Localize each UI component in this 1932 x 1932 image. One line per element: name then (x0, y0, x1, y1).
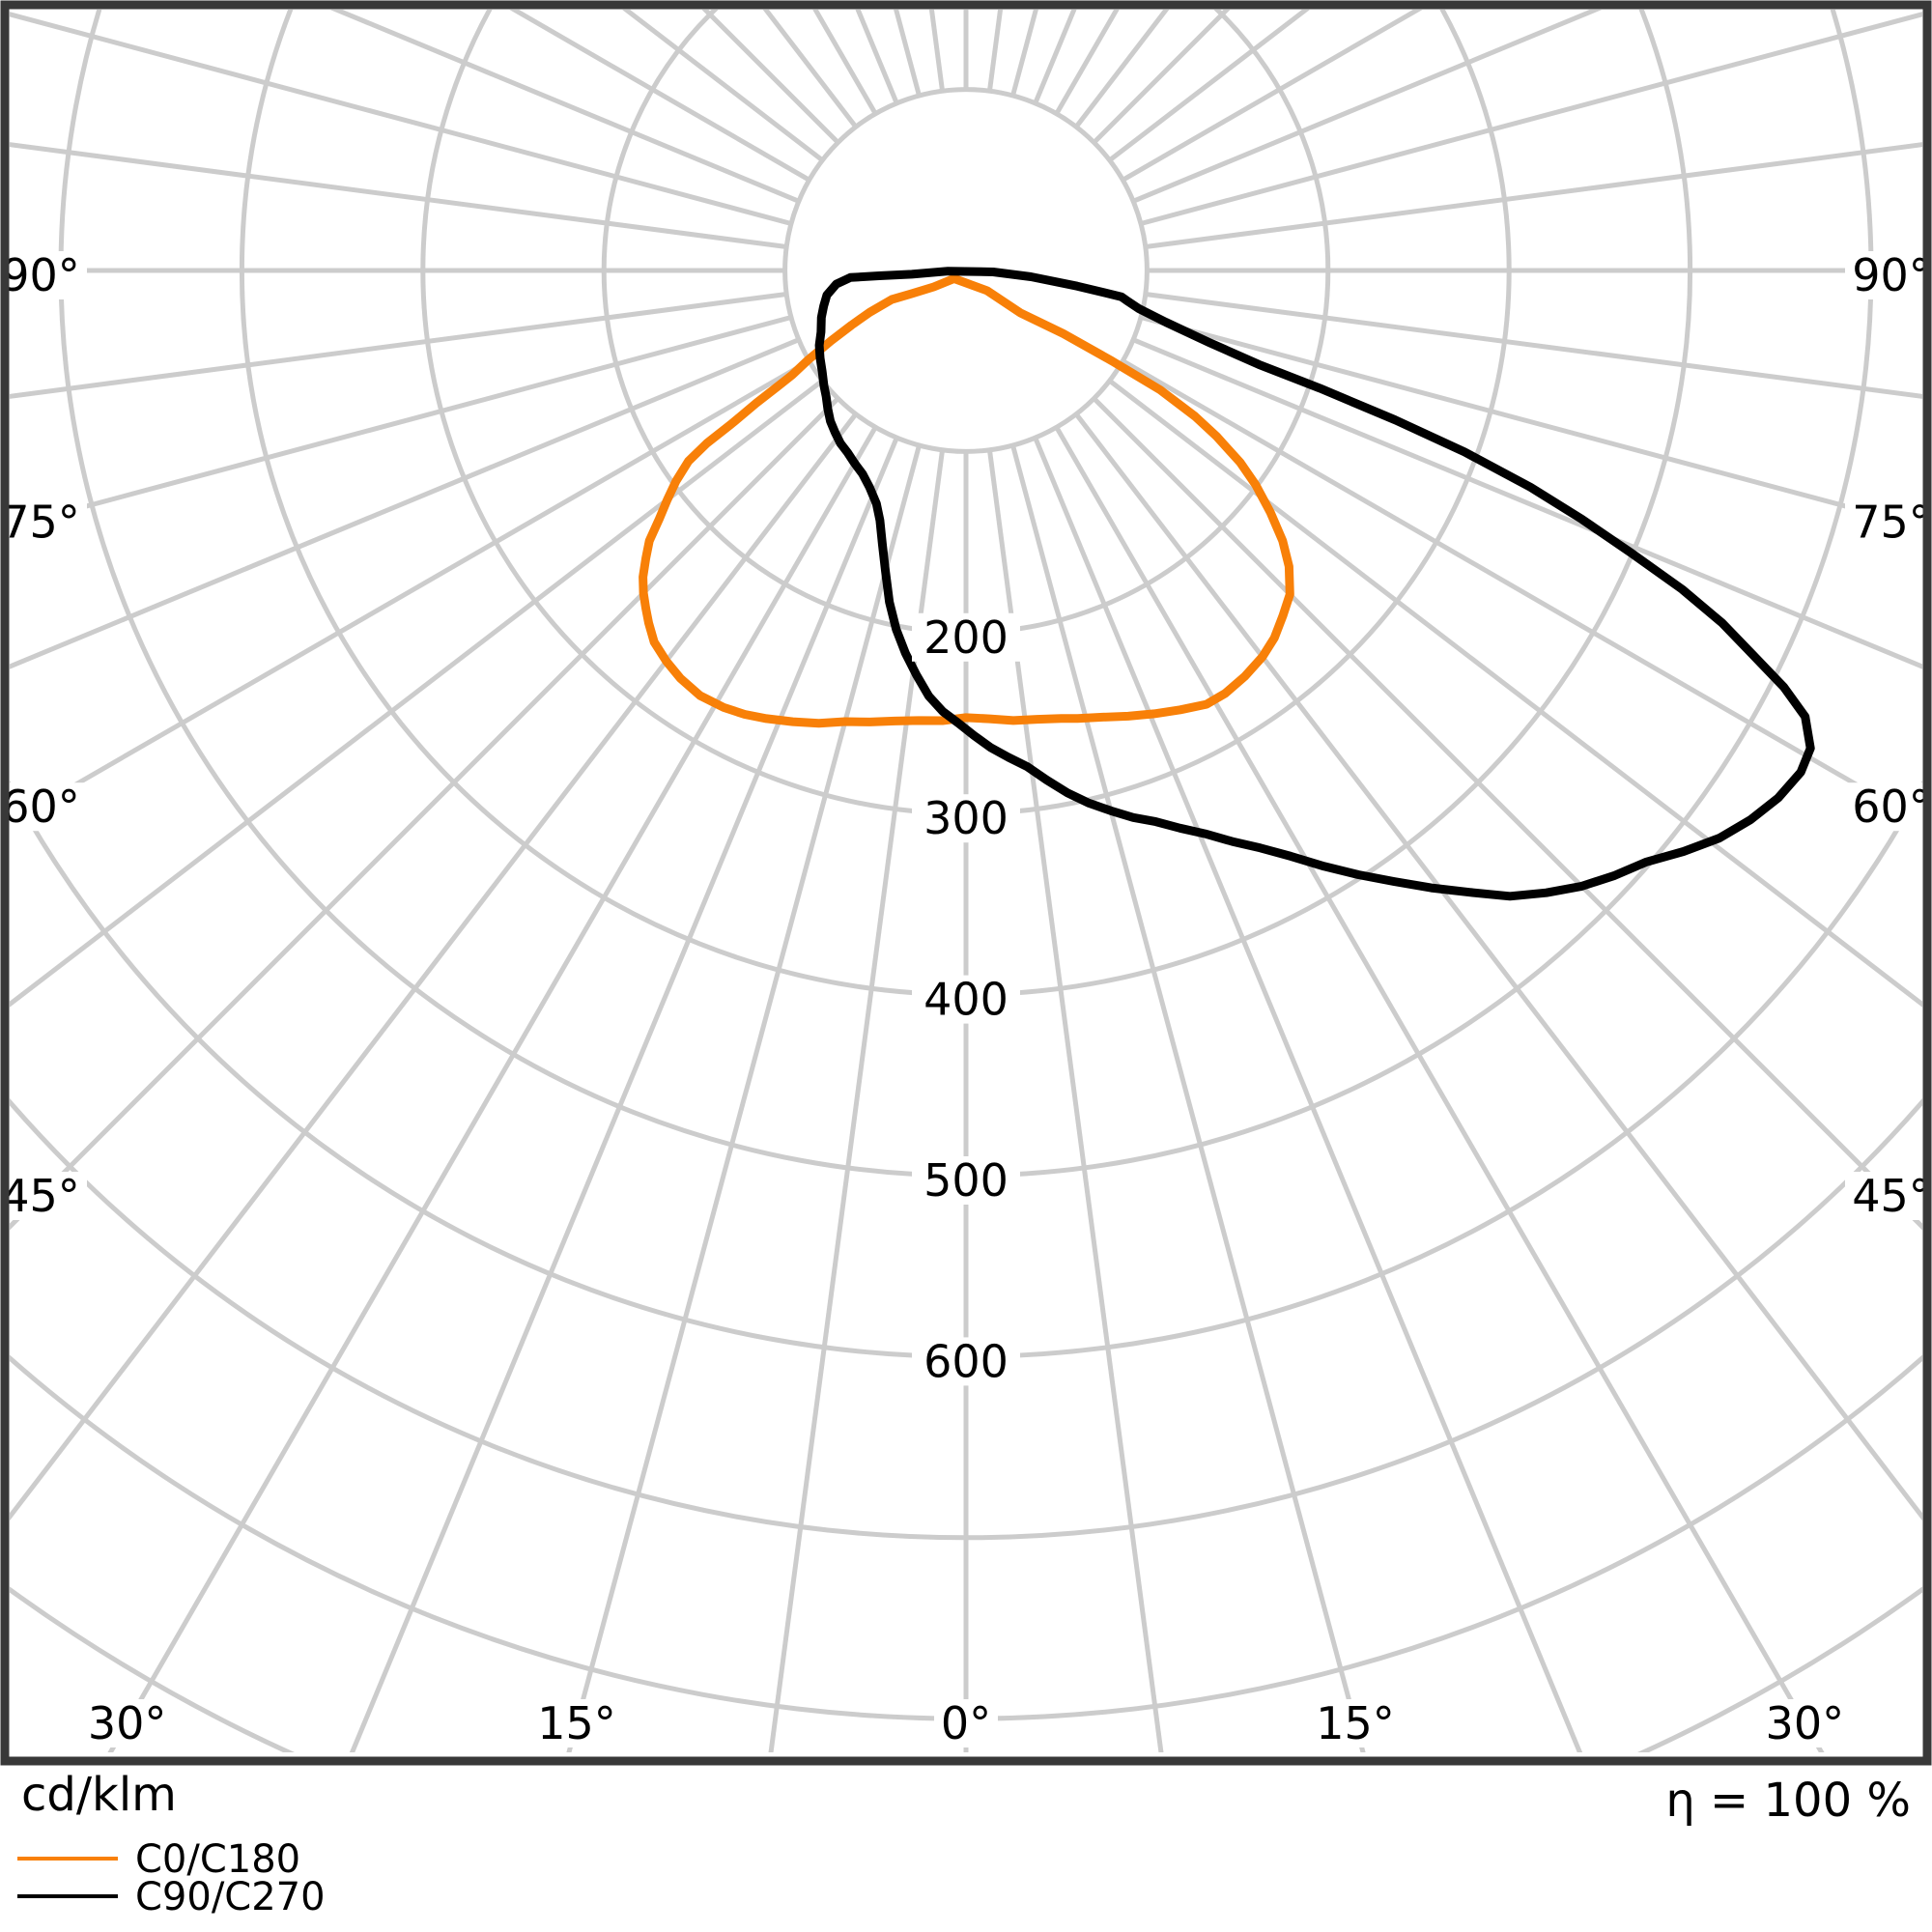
grid-ray (701, 10, 840, 145)
grid-ray (10, 379, 824, 1008)
angle-label-left: 90° (1, 249, 80, 301)
grid-ray (1074, 10, 1170, 128)
grid-ray (1092, 396, 1922, 1231)
legend-label-c90-c270: C90/C270 (135, 1875, 326, 1919)
grid-ray (10, 412, 858, 1521)
ring-label: 200 (923, 611, 1009, 664)
angle-label-right-bg (1845, 251, 1932, 299)
angle-label-right: 60° (1852, 781, 1931, 833)
ring-label-bg (912, 794, 1020, 843)
grid-ray (1122, 358, 1922, 826)
plot-border (0, 0, 1932, 1766)
grid-ray (1145, 291, 1922, 399)
angle-label-left-bg (0, 782, 87, 832)
unit-label: cd/klm (21, 1768, 177, 1822)
angle-label-right-bg (1845, 1172, 1932, 1220)
grid-ray (1033, 437, 1583, 1752)
angle-label-bottom-bg (1310, 1699, 1400, 1747)
angle-label-left-bg (0, 497, 87, 547)
efficiency-label: η = 100 % (1665, 1774, 1911, 1828)
ring-label-bg (912, 1337, 1020, 1386)
grid-ray (10, 291, 787, 399)
grid-ray (812, 10, 878, 115)
angle-label-bottom-bg (532, 1699, 622, 1747)
angle-label-bottom: 30° (88, 1697, 167, 1749)
angle-label-left-bg (0, 251, 87, 299)
ring-label-bg (912, 975, 1020, 1024)
grid-ray (1145, 142, 1922, 250)
angle-label-bottom: 15° (1316, 1697, 1395, 1749)
ring-label: 300 (923, 792, 1009, 844)
angle-label-right: 75° (1852, 496, 1931, 548)
legend-label-c0-c180: C0/C180 (135, 1837, 300, 1882)
angle-label-left: 45° (1, 1170, 80, 1222)
angle-label-bottom-bg (934, 1699, 998, 1747)
grid-ray (1132, 337, 1922, 669)
angle-label-right-bg (1845, 497, 1932, 547)
angle-label-bottom: 30° (1766, 1697, 1845, 1749)
grid-ray (986, 449, 1164, 1752)
axis-labels: 200 300 400 500 600 30° 15° 0° 15° 30° 90° 90° 75° 75… (0, 249, 1932, 1749)
grid-ray (329, 10, 800, 204)
grid-ray (10, 358, 810, 826)
grid-ray (1074, 412, 1922, 1521)
curve-c0-c180 (639, 273, 1294, 728)
grid-ray (1054, 10, 1120, 115)
grid-ray (107, 426, 878, 1752)
legend: C0/C180 C90/C270 (17, 1837, 326, 1919)
angle-label-left-bg (0, 1172, 87, 1220)
grid-ray (10, 142, 787, 250)
angle-label-bottom: 0° (941, 1697, 991, 1749)
angle-label-right: 45° (1852, 1170, 1931, 1222)
grid-ray (768, 449, 946, 1752)
grid-ray (10, 337, 800, 669)
grid-ray (1010, 444, 1366, 1752)
grid-ray (1140, 315, 1922, 529)
grid-ray (566, 444, 922, 1752)
angle-label-left: 75° (1, 496, 80, 548)
ring-label: 600 (923, 1335, 1009, 1387)
grid-ray (1108, 379, 1922, 1008)
ring-label-bg (912, 612, 1020, 662)
angle-label-right-bg (1845, 782, 1932, 832)
grid-ray (1054, 426, 1825, 1752)
grid-ray (1092, 10, 1231, 145)
grid-ray (10, 12, 792, 226)
grid-ray (349, 437, 899, 1752)
angle-label-right: 90° (1852, 249, 1931, 301)
grid-ray (1132, 10, 1603, 204)
curve-c90-c270 (814, 267, 1815, 901)
ring-label: 500 (923, 1154, 1009, 1207)
grid-ray (986, 10, 1004, 92)
ring-label: 400 (923, 974, 1009, 1026)
grid-ray (928, 10, 946, 92)
intensity-curves (639, 267, 1815, 901)
angle-label-left: 60° (1, 781, 80, 833)
grid-ray (762, 10, 858, 128)
grid-ray (1140, 12, 1922, 226)
angle-label-bottom-bg (82, 1699, 172, 1747)
angle-label-bottom-bg (1760, 1699, 1850, 1747)
grid-ray (10, 396, 840, 1231)
grid-ray (10, 315, 792, 529)
angle-label-bottom: 15° (537, 1697, 616, 1749)
ring-label-bg (912, 1156, 1020, 1205)
